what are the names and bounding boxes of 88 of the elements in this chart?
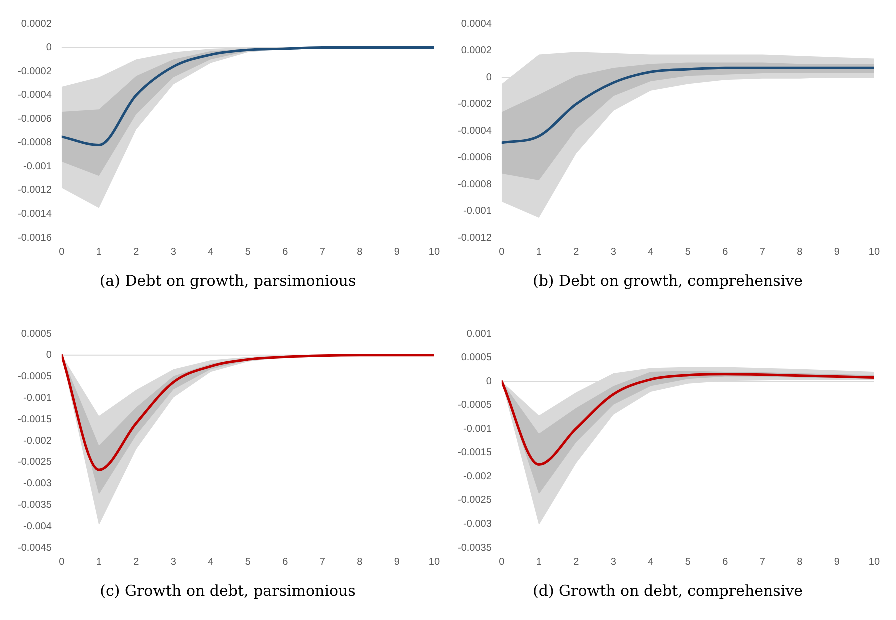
- x-tick-label: 2: [134, 556, 140, 568]
- x-tick-label: 6: [722, 556, 729, 568]
- y-tick-label: 0: [486, 72, 492, 84]
- x-tick-label: 9: [394, 556, 400, 568]
- y-tick-label: -0.0035: [458, 542, 492, 554]
- y-tick-label: -0.001: [464, 206, 492, 217]
- x-tick-label: 4: [208, 556, 214, 568]
- y-tick-label: 0.0002: [461, 46, 492, 56]
- y-tick-label: 0: [46, 42, 52, 54]
- y-tick-label: -0.0015: [18, 414, 52, 426]
- x-tick-label: 2: [574, 246, 580, 258]
- x-tick-label: 7: [320, 246, 326, 258]
- x-tick-label: 1: [536, 556, 542, 568]
- x-tick-label: 3: [170, 246, 177, 258]
- y-tick-label: 0.0005: [461, 352, 492, 364]
- y-tick-label: -0.003: [24, 478, 52, 490]
- y-tick-label: -0.0006: [18, 114, 52, 125]
- x-tick-label: 4: [648, 246, 654, 258]
- x-tick-label: 0: [59, 246, 66, 258]
- x-tick-label: 2: [574, 556, 580, 568]
- x-tick-label: 10: [868, 556, 880, 568]
- x-tick-label: 9: [834, 246, 840, 258]
- y-tick-label: -0.0014: [18, 208, 52, 220]
- y-tick-label: -0.004: [24, 521, 52, 532]
- y-tick-label: -0.0008: [18, 138, 52, 149]
- text: (b) Debt on growth, comprehensive: [532, 272, 804, 290]
- x-tick-label: 0: [499, 246, 506, 258]
- x-tick-label: 8: [357, 246, 364, 258]
- x-tick-label: 5: [245, 556, 252, 568]
- y-tick-label: -0.0015: [458, 448, 492, 459]
- y-tick-label: 0.0002: [21, 18, 52, 30]
- y-tick-label: 0.0004: [461, 18, 492, 30]
- y-tick-label: 0: [46, 350, 52, 362]
- x-tick-label: 6: [282, 246, 289, 258]
- y-tick-label: -0.002: [24, 436, 52, 447]
- y-tick-label: 0.001: [466, 328, 492, 340]
- y-tick-label: -0.0035: [18, 500, 52, 511]
- x-tick-label: 10: [868, 246, 880, 258]
- x-tick-label: 4: [208, 246, 214, 258]
- x-tick-label: 1: [96, 556, 102, 568]
- y-tick-label: -0.0002: [18, 66, 52, 78]
- x-tick-label: 2: [134, 246, 140, 258]
- y-tick-label: -0.001: [464, 424, 492, 435]
- x-tick-label: 8: [797, 246, 804, 258]
- x-tick-label: 6: [722, 246, 729, 258]
- x-tick-label: 7: [760, 556, 766, 568]
- y-tick-label: -0.0016: [18, 232, 52, 244]
- x-tick-label: 8: [797, 556, 804, 568]
- text: (d) Growth on debt, comprehensive: [532, 582, 804, 600]
- y-tick-label: 0: [486, 376, 492, 388]
- x-tick-label: 3: [610, 556, 617, 568]
- y-tick-label: -0.0025: [458, 495, 492, 506]
- y-tick-label: -0.003: [464, 518, 492, 530]
- x-tick-label: 5: [685, 246, 692, 258]
- x-tick-label: 6: [282, 556, 289, 568]
- x-tick-label: 9: [834, 556, 840, 568]
- y-tick-label: 0.0005: [21, 328, 52, 340]
- y-tick-label: -0.0004: [18, 90, 52, 102]
- y-tick-label: -0.0004: [458, 126, 492, 137]
- x-tick-label: 7: [320, 556, 326, 568]
- y-tick-label: -0.0002: [458, 99, 492, 110]
- x-tick-label: 7: [760, 246, 766, 258]
- text: (c) Growth on debt, parsimonious: [99, 582, 357, 600]
- x-tick-label: 10: [428, 556, 440, 568]
- x-tick-label: 8: [357, 556, 364, 568]
- y-tick-label: -0.001: [24, 392, 52, 404]
- x-tick-label: 1: [536, 246, 542, 258]
- x-tick-label: 3: [610, 246, 617, 258]
- x-tick-label: 0: [499, 556, 506, 568]
- x-tick-label: 10: [428, 246, 440, 258]
- x-tick-label: 9: [394, 246, 400, 258]
- y-tick-label: -0.002: [464, 471, 492, 482]
- y-tick-label: -0.0008: [458, 179, 492, 190]
- x-tick-label: 5: [245, 246, 252, 258]
- text: (a) Debt on growth, parsimonious: [98, 272, 358, 290]
- x-tick-label: 4: [648, 556, 654, 568]
- y-tick-label: -0.0005: [18, 372, 52, 383]
- x-tick-label: 3: [170, 556, 177, 568]
- y-tick-label: -0.0012: [18, 185, 52, 196]
- y-tick-label: -0.0006: [458, 152, 492, 164]
- x-tick-label: 0: [59, 556, 66, 568]
- x-tick-label: 5: [685, 556, 692, 568]
- y-tick-label: -0.0045: [18, 542, 52, 554]
- y-tick-label: -0.0005: [458, 400, 492, 412]
- x-tick-label: 1: [96, 246, 102, 258]
- y-tick-label: -0.0012: [458, 232, 492, 244]
- y-tick-label: -0.001: [24, 161, 52, 172]
- y-tick-label: -0.0025: [18, 457, 52, 468]
